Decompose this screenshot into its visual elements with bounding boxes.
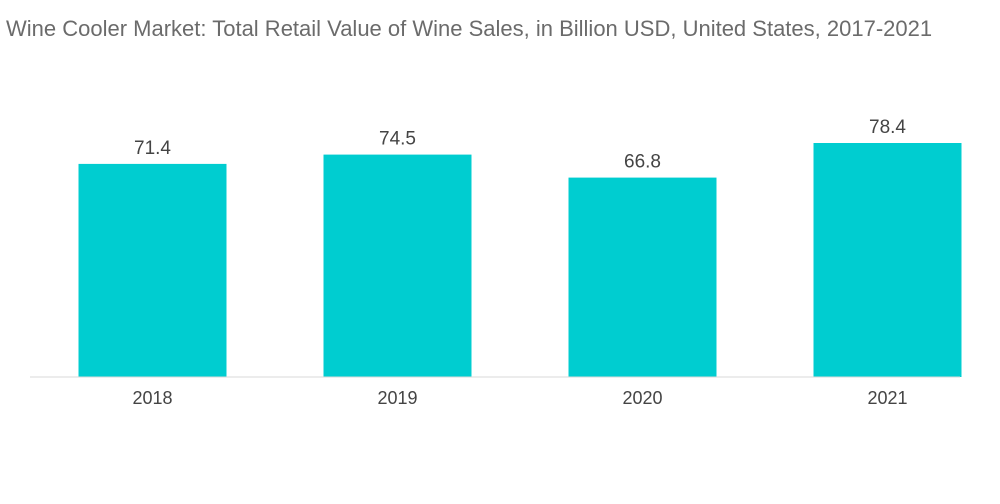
bar-2020 (568, 177, 717, 377)
x-tick-label-2021: 2021 (867, 388, 907, 408)
data-label-2019: 74.5 (379, 129, 416, 150)
chart-title: Wine Cooler Market: Total Retail Value o… (6, 16, 933, 41)
data-label-2020: 66.8 (624, 152, 661, 173)
x-tick-label-2020: 2020 (622, 388, 662, 408)
x-tick-label-2018: 2018 (132, 388, 172, 408)
bar-2019 (323, 154, 472, 377)
data-label-2021: 78.4 (869, 117, 906, 138)
x-tick-label-2019: 2019 (377, 388, 417, 408)
bar-2021 (813, 143, 962, 377)
bar-2018 (78, 163, 227, 377)
data-label-2018: 71.4 (134, 138, 171, 159)
plot-area: 71.4 2018 74.5 2019 66.8 2020 78.4 2021 (78, 117, 962, 408)
